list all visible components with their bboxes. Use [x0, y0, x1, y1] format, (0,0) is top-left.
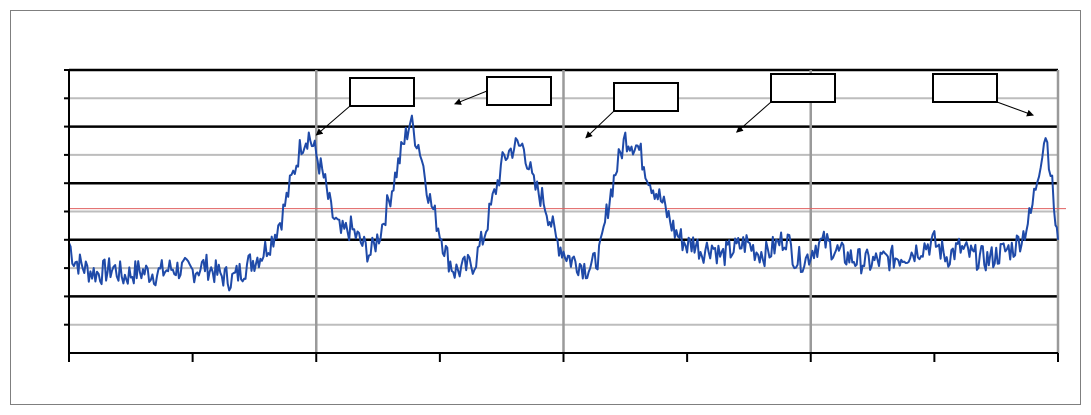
- annotation-box: [349, 77, 415, 107]
- chart-frame: [10, 10, 1081, 405]
- annotation-box: [486, 76, 552, 106]
- annotation-arrow: [454, 90, 488, 105]
- axis-layer: [64, 69, 1059, 362]
- annotation-arrow: [736, 101, 772, 133]
- line-chart: [64, 68, 1066, 362]
- grid-layer: [69, 68, 1060, 353]
- annotation-box: [932, 73, 998, 103]
- annotation-arrow: [996, 101, 1034, 117]
- annotation-box: [613, 82, 679, 112]
- annotation-box: [770, 73, 836, 103]
- annotation-arrow: [315, 105, 351, 136]
- annotation-layer: [315, 73, 1034, 139]
- annotation-arrow: [585, 110, 615, 139]
- series-layer: [68, 114, 1059, 292]
- series-line: [68, 114, 1059, 292]
